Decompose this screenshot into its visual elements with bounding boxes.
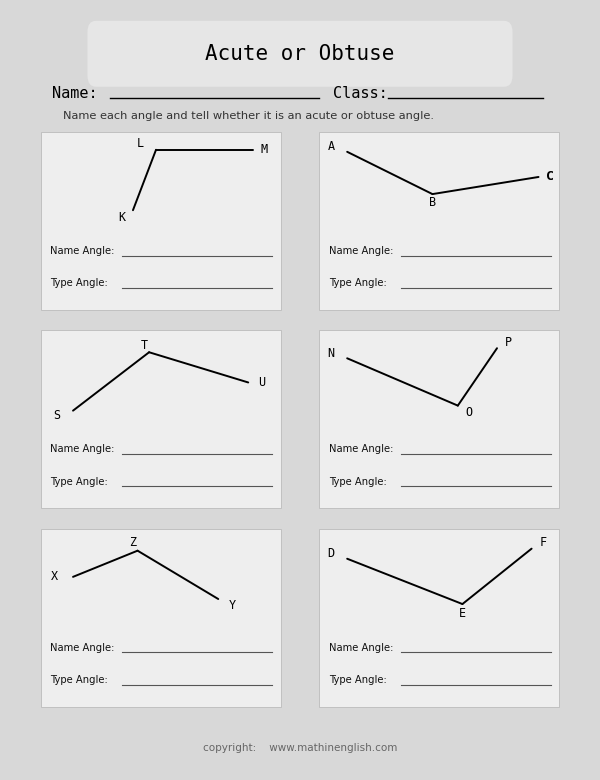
Text: X: X	[51, 570, 58, 583]
Text: S: S	[53, 410, 61, 422]
Text: L: L	[136, 137, 143, 151]
Text: Type Angle:: Type Angle:	[50, 278, 108, 288]
Text: D: D	[328, 548, 335, 560]
Text: Type Angle:: Type Angle:	[50, 675, 108, 685]
Text: P: P	[505, 335, 512, 349]
Text: Name Angle:: Name Angle:	[329, 643, 394, 653]
Text: Name each angle and tell whether it is an acute or obtuse angle.: Name each angle and tell whether it is a…	[62, 111, 434, 121]
Text: F: F	[539, 536, 547, 549]
Bar	[41, 330, 281, 509]
Text: Acute or Obtuse: Acute or Obtuse	[205, 44, 395, 64]
Bar	[319, 529, 559, 707]
Bar	[319, 132, 559, 310]
Text: Name Angle:: Name Angle:	[329, 445, 394, 455]
Text: Type Angle:: Type Angle:	[329, 675, 387, 685]
Text: Name Angle:: Name Angle:	[50, 643, 115, 653]
Text: copyright:    www.mathinenglish.com: copyright: www.mathinenglish.com	[203, 743, 397, 753]
Text: U: U	[259, 376, 266, 389]
Text: A: A	[328, 140, 335, 153]
Text: C: C	[546, 171, 554, 183]
Text: Name Angle:: Name Angle:	[50, 246, 115, 256]
Bar	[41, 529, 281, 707]
Text: Class:: Class:	[333, 86, 388, 101]
Text: Z: Z	[130, 536, 137, 549]
Text: Y: Y	[229, 598, 236, 612]
Text: E: E	[459, 607, 466, 619]
Text: N: N	[328, 347, 335, 360]
Text: Name:: Name:	[52, 86, 97, 101]
Text: Type Angle:: Type Angle:	[329, 278, 387, 288]
Text: O: O	[466, 406, 473, 419]
Text: Type Angle:: Type Angle:	[50, 477, 108, 487]
FancyBboxPatch shape	[88, 21, 512, 87]
Text: B: B	[429, 196, 436, 208]
Text: Type Angle:: Type Angle:	[329, 477, 387, 487]
Text: Name Angle:: Name Angle:	[329, 246, 394, 256]
Bar	[319, 330, 559, 509]
Text: M: M	[261, 144, 268, 156]
Text: Name Angle:: Name Angle:	[50, 445, 115, 455]
Bar	[41, 132, 281, 310]
Text: K: K	[118, 211, 125, 224]
Text: T: T	[141, 339, 148, 352]
